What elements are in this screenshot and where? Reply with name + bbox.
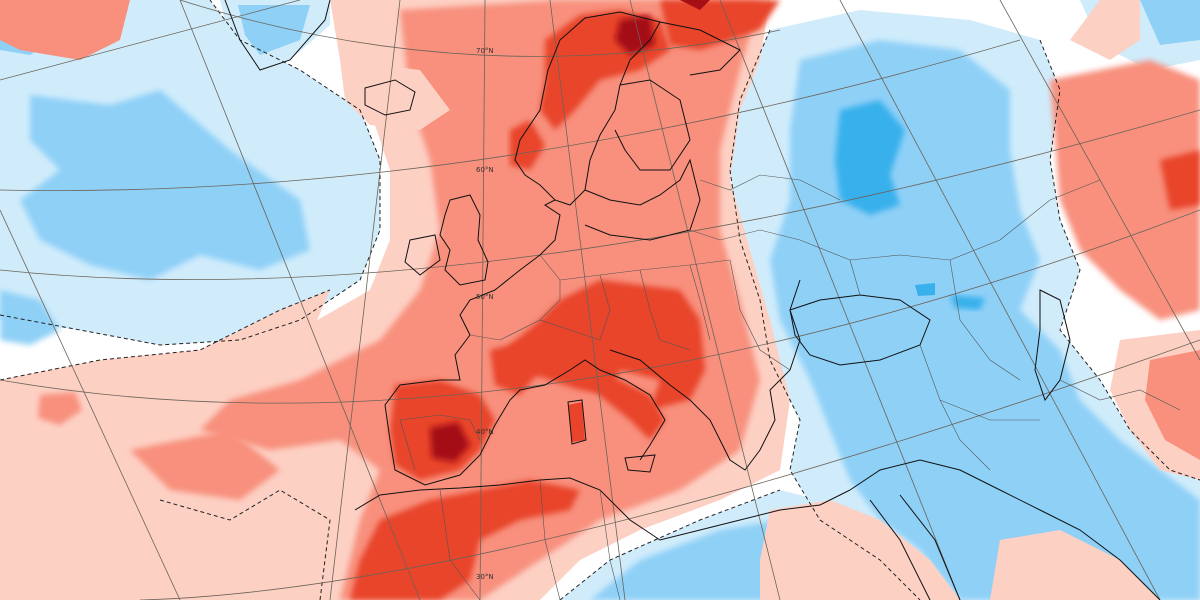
atlantic-south-contour xyxy=(0,289,331,381)
arctic-very-strong-warm-patch-2 xyxy=(680,0,710,10)
west-europe-coast xyxy=(384,199,666,486)
border-21 xyxy=(939,399,1040,421)
border-19 xyxy=(999,179,1101,241)
baltic-coast xyxy=(584,158,701,241)
sicily-coast xyxy=(624,454,656,473)
atlantic-cold-patch xyxy=(0,290,60,345)
middle-east-coast xyxy=(849,459,1161,600)
border-6 xyxy=(729,259,791,371)
border-20 xyxy=(1059,379,1181,411)
east-warm-region xyxy=(1050,60,1200,320)
iberia-very-strong-warm-region xyxy=(430,422,470,462)
sardinia-coast xyxy=(567,399,587,445)
border-10 xyxy=(399,414,481,441)
balkan-coast xyxy=(609,279,801,471)
east-strong-cold-patch xyxy=(950,295,985,310)
southwest-warm-patch xyxy=(130,430,280,500)
atlantic-warm-patch xyxy=(38,392,82,425)
greenland-warm-region xyxy=(0,0,130,60)
africa-contour xyxy=(559,489,781,600)
meridian-4 xyxy=(479,0,486,600)
lat-label-60n: 60°N xyxy=(476,166,494,174)
border-16 xyxy=(849,259,861,296)
lat-label-50n: 50°N xyxy=(476,293,494,301)
border-1 xyxy=(539,254,561,321)
atlantic-cold-region xyxy=(20,90,310,280)
arctic-strong-warm-region xyxy=(660,0,780,50)
southeast-warm-region-2 xyxy=(990,530,1160,600)
parallel-40n xyxy=(0,209,1200,404)
meridian-5 xyxy=(549,0,626,600)
meridian-10 xyxy=(0,0,301,81)
northeast-cold-core xyxy=(1140,0,1200,45)
border-3 xyxy=(599,274,611,341)
southwest-warm-region xyxy=(0,470,330,600)
greenland-coast xyxy=(224,0,331,71)
parallel-30n xyxy=(139,339,1200,600)
sardinia-strong-warm-patch xyxy=(568,402,585,442)
border-11 xyxy=(399,419,416,471)
greenland-cold-core xyxy=(238,5,310,55)
east-europe-contour xyxy=(729,29,921,600)
atlantic-contour xyxy=(0,0,381,346)
iceland-warm-region xyxy=(340,60,450,130)
central-europe-strong-warm-region xyxy=(500,280,705,410)
north-africa-strong-warm-region xyxy=(350,480,580,600)
norway-strong-warm-region xyxy=(510,120,545,170)
border-4 xyxy=(639,269,691,351)
border-17 xyxy=(949,259,1021,381)
parallel-70n xyxy=(179,0,781,57)
italy-strong-warm-region xyxy=(585,370,665,440)
border-14 xyxy=(599,489,621,600)
latitude-labels: 70°N 60°N 50°N 40°N 30°N xyxy=(476,47,494,581)
lat-label-30n: 30°N xyxy=(476,573,494,581)
meridian-7 xyxy=(719,0,961,600)
border-8 xyxy=(699,174,841,201)
border-7 xyxy=(689,229,801,241)
parallel-60n xyxy=(0,39,1021,191)
far-east-warm-region xyxy=(1070,0,1140,60)
france-strong-warm-patch xyxy=(490,340,545,395)
country-borders xyxy=(399,174,1181,600)
lat-label-70n: 70°N xyxy=(476,47,494,55)
border-18 xyxy=(919,344,991,471)
atlantic-warm-tongue xyxy=(0,290,330,470)
meridian-2 xyxy=(179,0,421,600)
meridian-3 xyxy=(329,0,401,600)
europe-warm-region xyxy=(200,0,760,600)
east-strong-warm-patch xyxy=(1160,150,1200,210)
border-15 xyxy=(799,239,1001,261)
baltic-strong-cold-region xyxy=(835,100,905,215)
border-13 xyxy=(539,479,561,600)
britain-coast xyxy=(439,194,489,286)
border-9 xyxy=(469,319,601,341)
southeast-warm-region xyxy=(760,500,960,600)
meridian-8 xyxy=(839,0,1161,600)
east-strong-cold-patch-2 xyxy=(915,283,935,296)
ireland-coast xyxy=(404,234,441,276)
finland-coast xyxy=(614,79,691,171)
iceland-coast xyxy=(364,79,416,116)
red-sea-coast xyxy=(869,494,961,600)
meridian-1 xyxy=(0,209,181,600)
lat-label-40n: 40°N xyxy=(476,428,494,436)
caspian-coast xyxy=(1034,289,1071,402)
scandinavia-coast xyxy=(514,11,661,206)
border-12 xyxy=(439,489,481,600)
middle-east-warm-core xyxy=(1145,350,1200,460)
border-5 xyxy=(689,264,711,341)
kola-coast xyxy=(659,21,741,76)
meridian-6 xyxy=(629,0,781,600)
